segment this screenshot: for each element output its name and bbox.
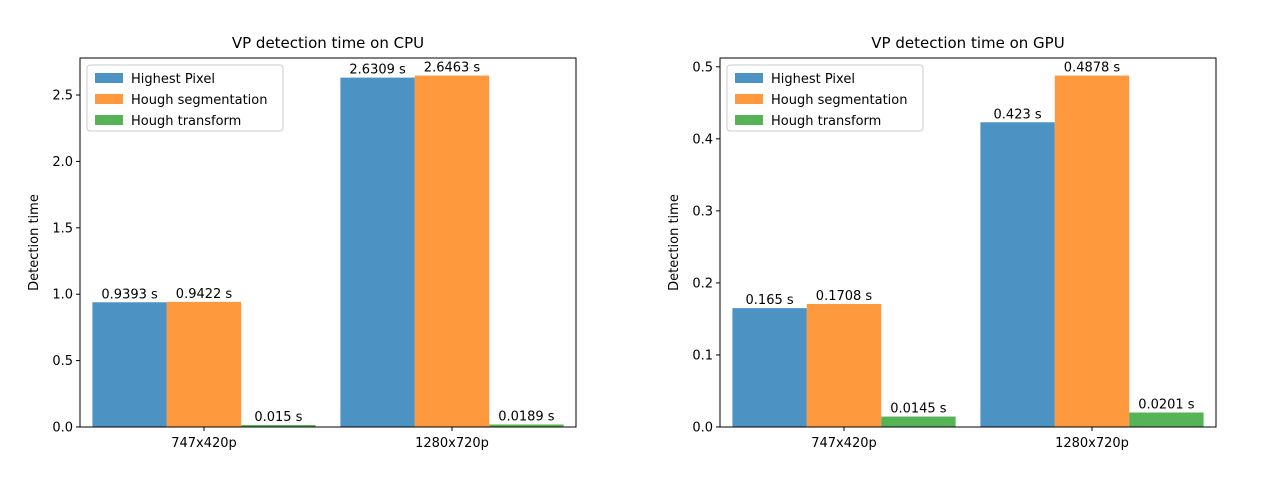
y-axis-label: Detection time <box>27 194 42 291</box>
data-label: 0.4878 s <box>1064 61 1121 76</box>
plot-frame <box>79 57 577 428</box>
x-tick-label: 747x420p <box>171 436 237 451</box>
y-tick-label: 0.5 <box>52 354 73 369</box>
bar-hough-transform-747x420p <box>241 425 316 427</box>
bar-hough-segmentation-1280x720p <box>414 75 490 428</box>
chart-panel-gpu: 0.165 s 0.423 s 0.1708 s 0.4878 s 0.0145 s 0.… <box>667 34 1217 451</box>
data-label: 0.0145 s <box>890 402 947 417</box>
data-label: 0.0201 s <box>1138 398 1195 413</box>
data-label: 0.9393 s <box>101 287 158 302</box>
legend-swatch <box>95 94 123 104</box>
legend: Highest Pixel Hough segmentation Hough tra… <box>726 64 924 132</box>
legend-swatch <box>95 115 123 125</box>
data-label: 0.015 s <box>254 410 302 425</box>
legend-label: Highest Pixel <box>131 72 215 87</box>
data-label: 0.423 s <box>994 107 1042 122</box>
legend-label: Hough segmentation <box>771 93 907 108</box>
legend-swatch <box>735 73 763 83</box>
y-tick-label: 0.2 <box>692 276 713 291</box>
legend-swatch <box>95 73 123 83</box>
bar-hough-segmentation-747x420p <box>806 303 882 427</box>
data-label: 2.6309 s <box>349 63 406 78</box>
legend-label: Hough transform <box>771 114 881 129</box>
y-axis-label: Detection time <box>667 194 682 291</box>
legend-box <box>726 64 924 132</box>
bar-highest-pixel-747x420p <box>92 302 167 427</box>
x-tick-label: 1280x720p <box>1055 436 1129 451</box>
legend-box <box>86 64 284 132</box>
data-label: 0.9422 s <box>176 287 233 302</box>
y-tick-label: 0.0 <box>52 421 73 436</box>
y-tick-label: 0.4 <box>692 132 713 147</box>
y-tick-label: 0.3 <box>692 204 713 219</box>
y-tick-label: 0.1 <box>692 348 713 363</box>
legend-label: Highest Pixel <box>771 72 855 87</box>
y-tick-label: 2.0 <box>52 155 73 170</box>
legend-swatch <box>735 115 763 125</box>
bar-hough-segmentation-747x420p <box>166 301 242 427</box>
bar-hough-transform-1280x720p <box>1129 412 1204 427</box>
legend-swatch <box>735 94 763 104</box>
bar-highest-pixel-1280x720p <box>980 122 1055 427</box>
bar-highest-pixel-1280x720p <box>340 77 415 428</box>
bar-hough-segmentation-1280x720p <box>1054 75 1130 427</box>
y-tick-label: 0.5 <box>692 60 713 75</box>
x-tick-label: 747x420p <box>811 436 877 451</box>
y-tick-label: 0.0 <box>692 421 713 436</box>
chart-title: VP detection time on GPU <box>871 34 1064 52</box>
legend: Highest Pixel Hough segmentation Hough tra… <box>86 64 284 132</box>
plot-frame <box>719 57 1217 428</box>
y-tick-label: 2.5 <box>52 88 73 103</box>
legend-label: Hough transform <box>131 114 241 129</box>
chart-title: VP detection time on CPU <box>232 34 424 52</box>
data-label: 0.165 s <box>746 293 794 308</box>
data-label: 0.0189 s <box>498 409 555 424</box>
bar-hough-transform-1280x720p <box>489 424 564 427</box>
x-tick-label: 1280x720p <box>415 436 489 451</box>
chart-panel-cpu: 0.9393 s 2.6309 s 0.9422 s 2.6463 s 0.015 s 0… <box>27 34 577 451</box>
data-label: 2.6463 s <box>424 61 481 76</box>
bar-highest-pixel-747x420p <box>732 308 807 427</box>
bar-hough-transform-747x420p <box>881 416 956 427</box>
y-tick-label: 1.5 <box>52 221 73 236</box>
data-label: 0.1708 s <box>816 289 873 304</box>
legend-label: Hough segmentation <box>131 93 267 108</box>
y-tick-label: 1.0 <box>52 288 73 303</box>
